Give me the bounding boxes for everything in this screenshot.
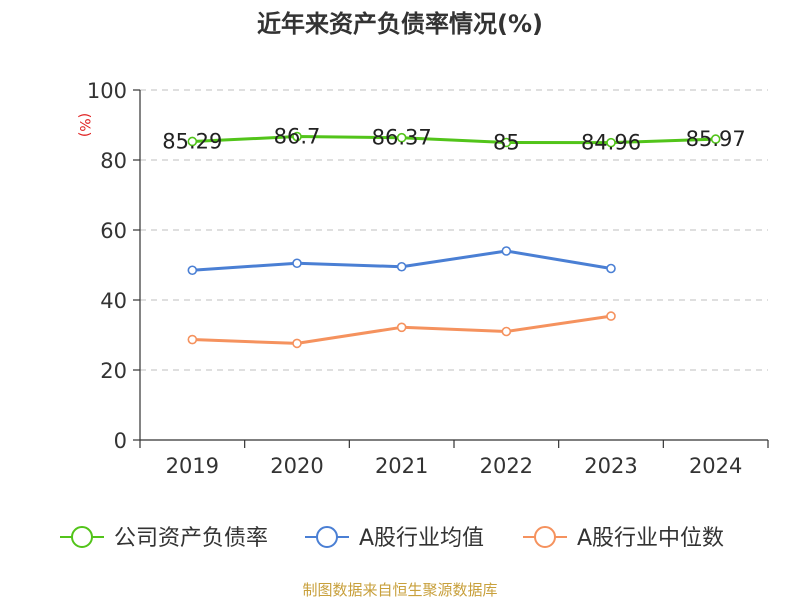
- y-axis-label: (%): [76, 113, 92, 137]
- legend-label: A股行业均值: [359, 526, 484, 551]
- y-tick-label: 20: [100, 359, 127, 383]
- legend-label: A股行业中位数: [577, 526, 724, 551]
- x-tick-label: 2019: [166, 454, 219, 478]
- chart-title: 近年来资产负债率情况(%): [257, 10, 543, 38]
- x-tick-label: 2024: [689, 454, 742, 478]
- x-tick-label: 2021: [375, 454, 428, 478]
- x-tick-label: 2022: [480, 454, 533, 478]
- data-point: [292, 258, 302, 269]
- data-label: 84.96: [581, 131, 641, 155]
- data-point: [187, 136, 198, 147]
- data-label: 85: [493, 131, 520, 155]
- data-labels: 85.29 86.7 86.37 85 84.96 85.97: [162, 125, 745, 155]
- x-tick-label: 2023: [584, 454, 637, 478]
- data-point: [187, 334, 198, 345]
- y-tick-label: 60: [100, 219, 127, 243]
- legend-item-2[interactable]: A股行业均值: [305, 526, 484, 551]
- source-note: 制图数据来自恒生聚源数据库: [302, 581, 497, 599]
- data-point: [501, 326, 512, 337]
- data-point: [187, 265, 198, 276]
- y-tick-label: 0: [114, 429, 127, 453]
- data-point: [501, 246, 512, 256]
- data-label: 85.29: [162, 129, 222, 153]
- data-point: [396, 261, 407, 272]
- data-point: [710, 134, 721, 144]
- data-point: [396, 132, 407, 143]
- data-point: [396, 322, 407, 333]
- data-point: [606, 311, 616, 321]
- grid-lines: [140, 89, 768, 371]
- data-point: [501, 137, 512, 148]
- data-label: 86.7: [274, 125, 321, 149]
- x-tick-label: 2020: [270, 454, 323, 478]
- legend-item-3[interactable]: A股行业中位数: [523, 526, 724, 551]
- data-point: [292, 338, 302, 349]
- y-tick-label: 100: [87, 79, 127, 103]
- legend-marker: [71, 526, 93, 548]
- axes: 0 20 40 60 80 100 2019 2020 2021 2022 2023 2024: [87, 79, 769, 478]
- series-line-1: [192, 135, 716, 145]
- legend-label: 公司资产负债率: [114, 526, 268, 551]
- data-point: [606, 137, 616, 148]
- data-label: 85.97: [686, 127, 746, 151]
- legend-marker: [316, 526, 338, 548]
- legend: 公司资产负债率 A股行业均值 A股行业中位数: [60, 526, 724, 551]
- y-tick-label: 80: [100, 149, 127, 173]
- data-point: [606, 263, 616, 274]
- y-tick-label: 40: [100, 289, 127, 313]
- legend-item-1[interactable]: 公司资产负债率: [60, 526, 268, 551]
- data-label: 86.37: [372, 126, 432, 150]
- legend-marker: [534, 526, 556, 548]
- series-layer: [187, 131, 721, 349]
- data-point: [292, 131, 302, 142]
